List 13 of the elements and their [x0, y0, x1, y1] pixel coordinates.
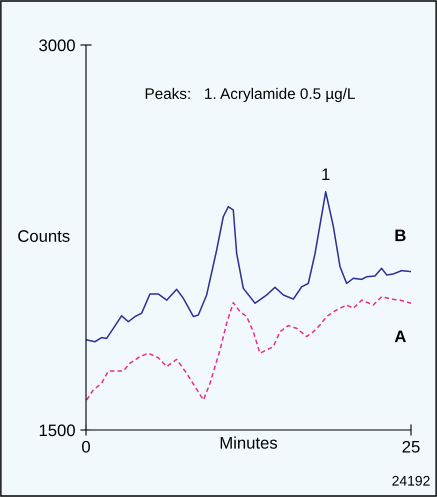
annotation: Peaks: 1. Acrylamide 0.5 µg/L: [146, 88, 355, 102]
x-tick-label: 0: [82, 440, 90, 453]
y-tick-label: 3000: [39, 39, 75, 52]
x-axis-title: Minutes: [220, 436, 278, 449]
annotation: 1: [322, 168, 330, 180]
line-series: [86, 296, 411, 401]
y-tick-label: 1500: [40, 424, 75, 436]
series-label: B: [395, 230, 406, 242]
line-series: [86, 191, 411, 342]
x-tick-label: 25: [402, 440, 420, 453]
y-axis-title: Counts: [18, 230, 70, 242]
series-label: A: [394, 330, 406, 342]
text: 24192: [392, 476, 430, 486]
